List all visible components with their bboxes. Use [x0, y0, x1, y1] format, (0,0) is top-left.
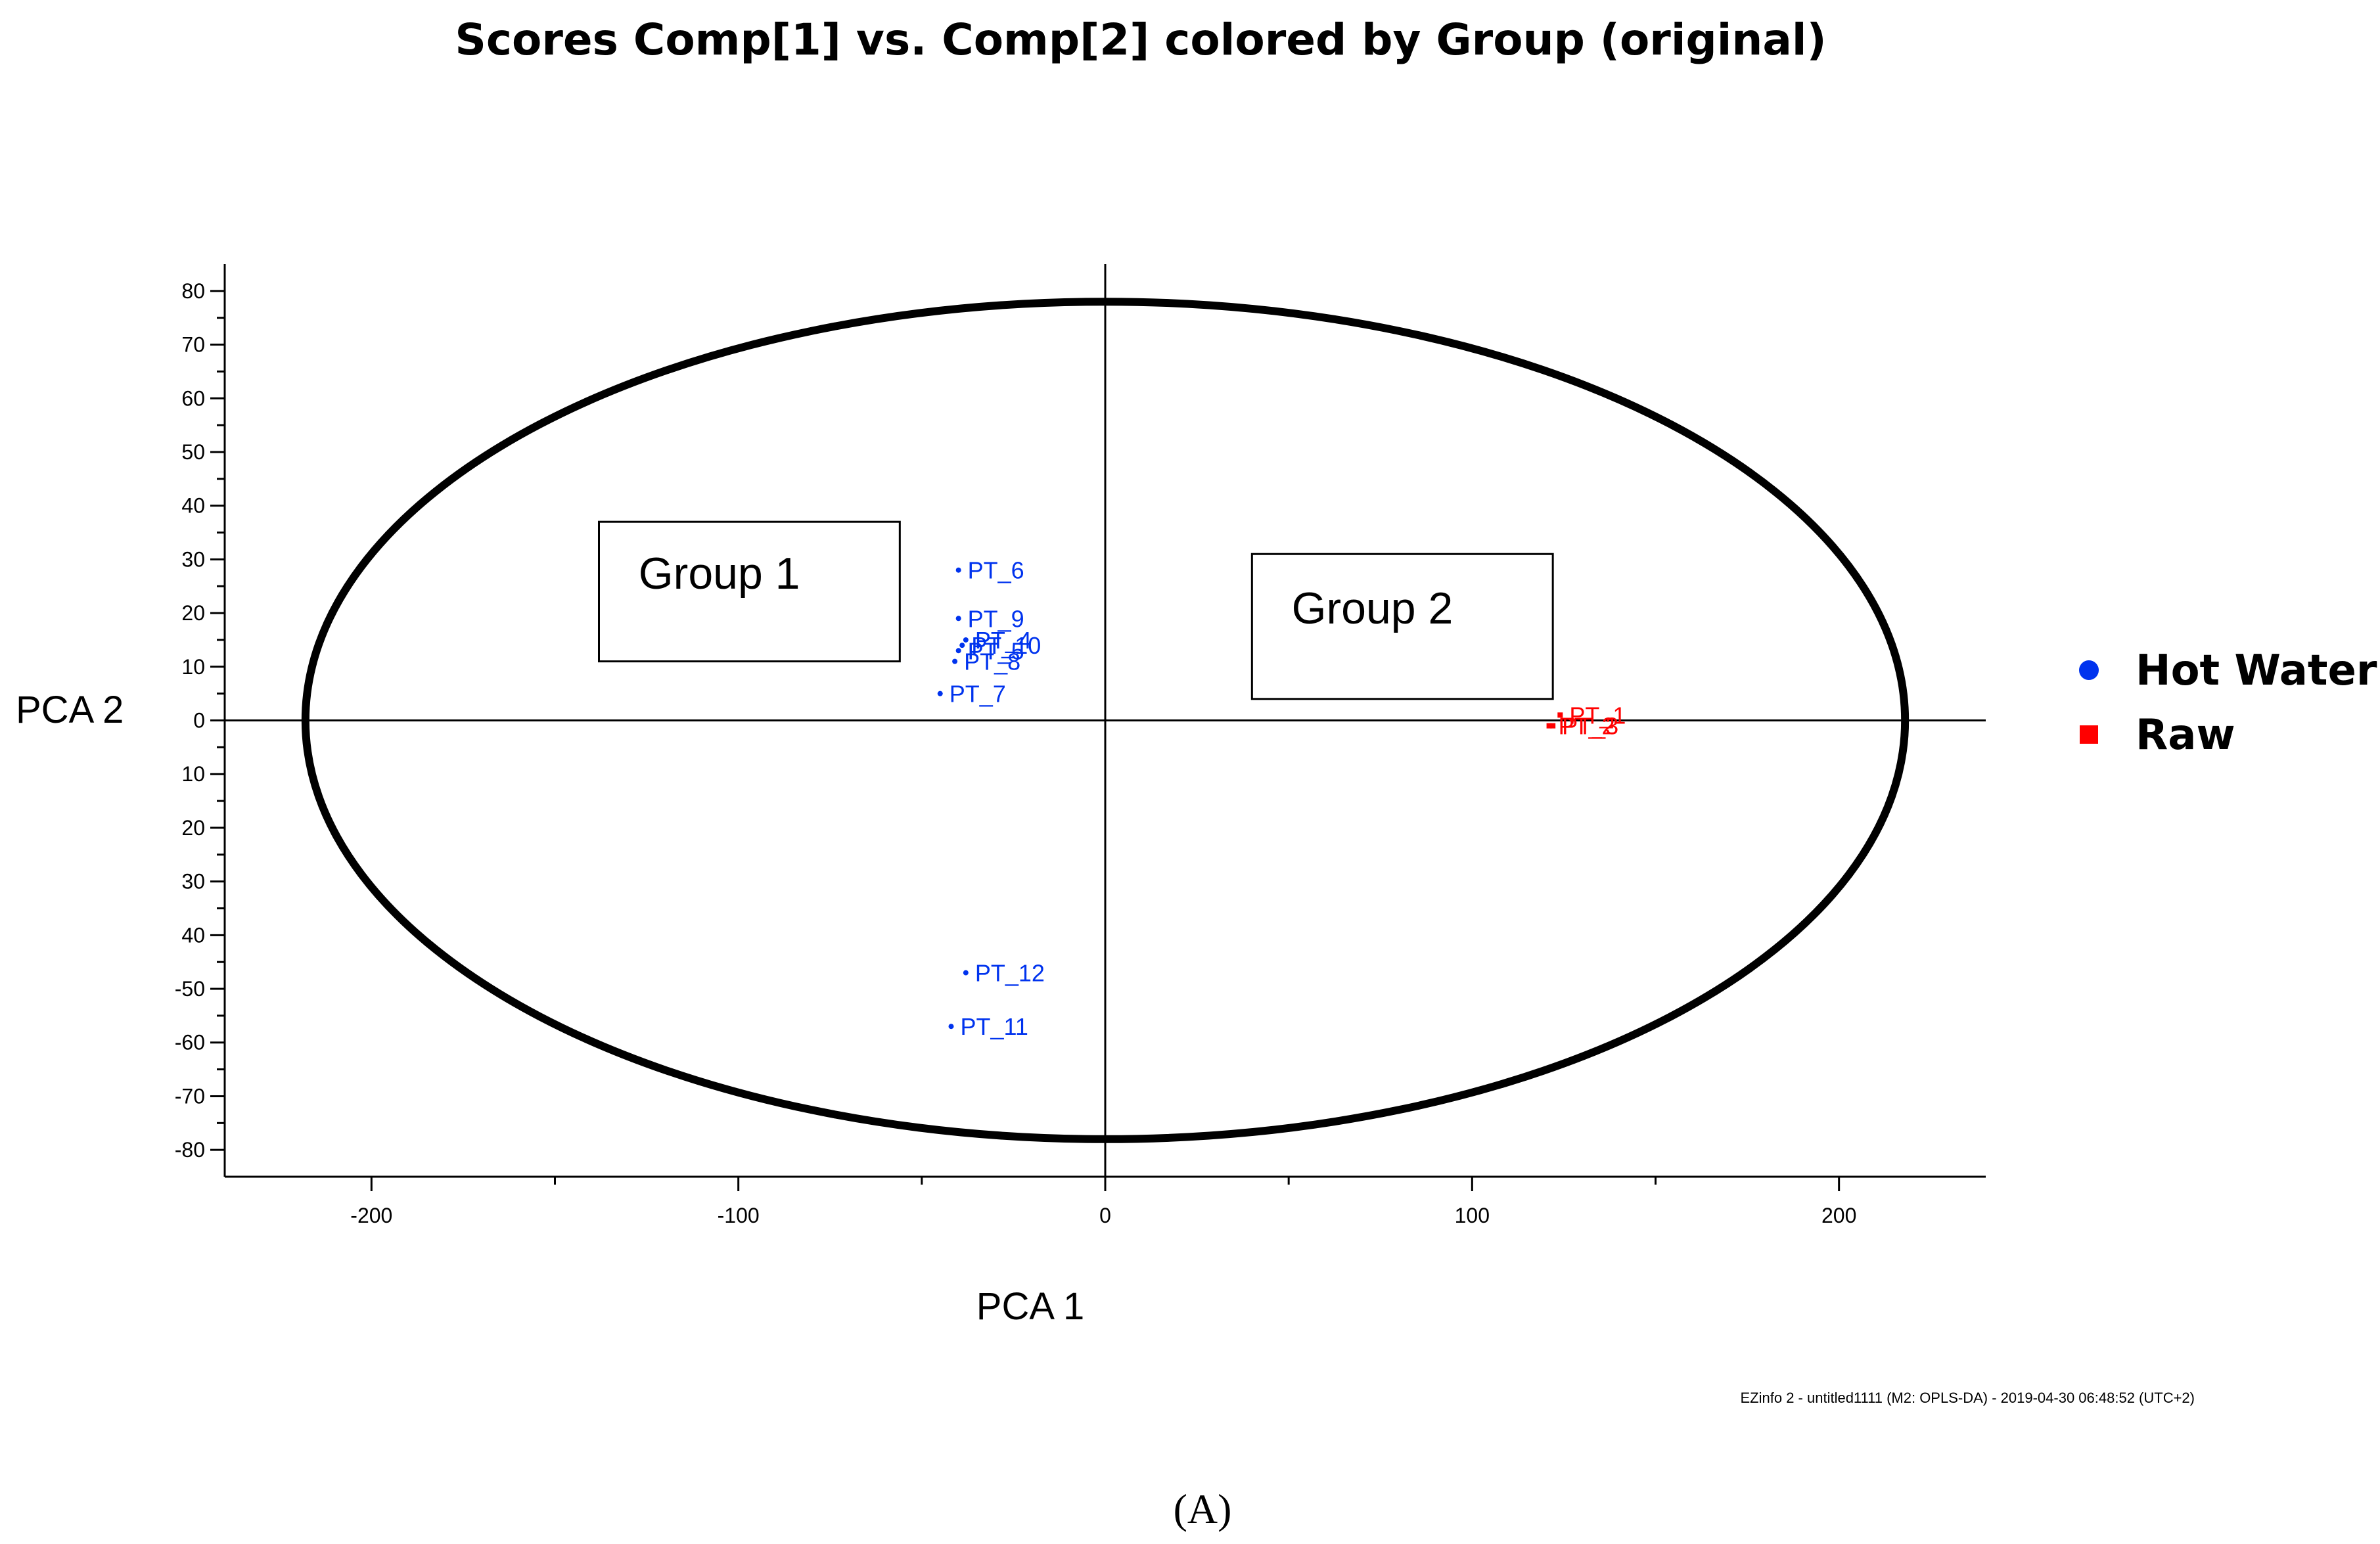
- point-label: PT_3: [1562, 713, 1618, 740]
- point-label: PT_6: [968, 557, 1024, 584]
- x-tick-label: 100: [1455, 1204, 1490, 1227]
- legend-label: Hot Water: [2136, 647, 2377, 695]
- footer-text: EZinfo 2 - untitled1111 (M2: OPLS-DA) - …: [1741, 1390, 2195, 1406]
- y-axis-label: PCA 2: [16, 689, 124, 731]
- y-tick-label: 50: [181, 440, 205, 464]
- y-tick-label: 40: [181, 923, 205, 947]
- point-label: PT_7: [950, 681, 1006, 708]
- panel-label: (A): [1174, 1486, 1232, 1532]
- point-label: PT_11: [961, 1013, 1028, 1040]
- y-tick-label: 80: [181, 279, 205, 303]
- chart-title: Scores Comp[1] vs. Comp[2] colored by Gr…: [455, 14, 1826, 65]
- y-tick-label: 20: [181, 816, 205, 840]
- y-tick-label: -80: [175, 1138, 205, 1162]
- group-box-label: Group 2: [1292, 583, 1453, 633]
- data-point: [937, 691, 943, 696]
- axes: [223, 264, 1986, 1178]
- data-point: [955, 648, 961, 654]
- data-point: [1546, 723, 1552, 729]
- hotelling-ellipse: [301, 298, 1910, 1143]
- x-axis-label: PCA 1: [976, 1285, 1084, 1328]
- y-tick-label: 60: [181, 386, 205, 410]
- x-ticks: -200 -100 0 100 200: [350, 1177, 1856, 1227]
- y-tick-label: 20: [181, 601, 205, 625]
- group-box-1: [598, 520, 901, 663]
- data-point: [1557, 712, 1563, 718]
- y-tick-label: -60: [175, 1031, 205, 1055]
- point-label: PT_8: [964, 648, 1020, 675]
- data-point: [948, 1024, 954, 1030]
- data-point: [952, 658, 958, 664]
- group-annotations: Group 1 Group 2: [598, 520, 1554, 700]
- data-point: [955, 567, 961, 573]
- legend-marker: [2079, 660, 2099, 680]
- y-tick-label: 10: [181, 762, 205, 786]
- point-label: PT_12: [975, 960, 1045, 987]
- y-tick-label: 30: [181, 547, 205, 571]
- group-box-label: Group 1: [639, 549, 800, 599]
- y-tick-label: -70: [175, 1084, 205, 1108]
- data-point: [959, 643, 965, 648]
- legend: Hot Water Raw: [2079, 647, 2377, 760]
- group-box-2: [1250, 553, 1554, 700]
- x-tick-label: -100: [718, 1204, 760, 1227]
- legend-marker: [2080, 725, 2098, 744]
- y-tick-label: 10: [181, 655, 205, 679]
- x-tick-label: 200: [1821, 1204, 1856, 1227]
- y-tick-label: -50: [175, 977, 205, 1001]
- point-label: PT_4: [975, 627, 1032, 654]
- point-label: PT_2: [1559, 713, 1615, 740]
- y-tick-label: 30: [181, 870, 205, 894]
- point-label: PT_10: [971, 632, 1041, 659]
- x-tick-label: 0: [1099, 1204, 1111, 1227]
- x-tick-label: -200: [350, 1204, 392, 1227]
- data-point: [963, 970, 969, 976]
- point-label: PT_9: [968, 605, 1024, 632]
- data-point: [1550, 723, 1556, 729]
- data-point: [963, 637, 969, 643]
- point-label: PT_1: [1569, 702, 1626, 729]
- y-tick-label: 70: [181, 333, 205, 357]
- y-ticks: 80 70 60 50 40 30 20 10 0 10 20 30 40 -50 -60 -70 -80: [175, 279, 225, 1162]
- legend-label: Raw: [2136, 711, 2235, 760]
- y-tick-label: 40: [181, 494, 205, 518]
- data-point: [955, 616, 961, 622]
- y-tick-label: 0: [193, 709, 205, 733]
- point-label: PT_5: [968, 637, 1024, 664]
